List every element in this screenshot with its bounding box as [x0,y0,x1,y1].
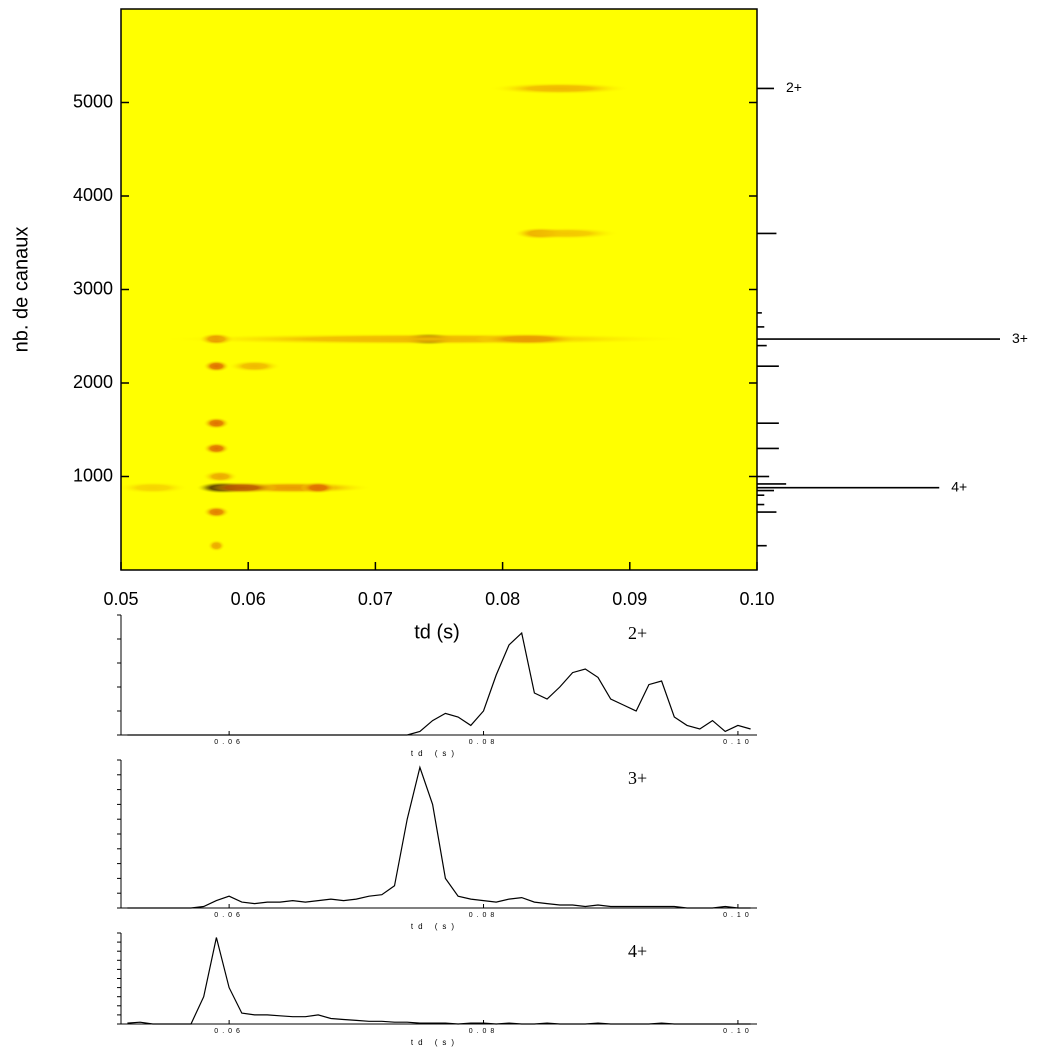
y-axis-label: nb. de canaux [10,227,32,353]
spot [300,481,336,494]
x-tick-label: 0.06 [214,1028,244,1035]
x-axis-label: td (s) [411,749,459,758]
annotation: 2+ [628,623,647,643]
y-tick-label: 1000 [73,465,113,485]
annotation: 4+ [628,941,647,961]
x-tick-label: 0.10 [723,912,753,919]
spot [206,481,278,494]
line [127,765,751,909]
spot [474,333,582,346]
x-tick-label: 0.08 [469,1028,499,1035]
spot [203,360,230,373]
x-axis-label: td (s) [414,621,460,643]
spot [202,470,239,483]
x-tick-label: 0.06 [214,739,244,746]
x-tick-label: 0.10 [723,1028,753,1035]
annotation: 3+ [628,768,647,788]
line [127,937,751,1025]
peak-label: 2+ [786,79,802,95]
line [127,631,751,736]
x-tick-label: 0.08 [469,739,499,746]
x-tick-label: 0.06 [214,912,244,919]
spot [488,82,632,95]
x-tick-label: 0.10 [723,739,753,746]
x-tick-label: 0.05 [103,589,138,609]
spot [121,481,189,494]
x-tick-label: 0.09 [612,589,647,609]
y-tick-label: 2000 [73,372,113,392]
x-tick-label: 0.08 [469,912,499,919]
x-tick-label: 0.07 [358,589,393,609]
spot [227,360,282,373]
peak-label: 3+ [1012,330,1028,346]
x-axis-label: td (s) [411,922,459,931]
spot [512,227,620,240]
y-tick-label: 4000 [73,185,113,205]
spot [203,442,230,455]
x-tick-label: 0.08 [485,589,520,609]
y-tick-label: 5000 [73,91,113,111]
y-tick-label: 3000 [73,278,113,298]
spot [203,417,230,430]
peak-label: 4+ [951,478,967,494]
x-axis-label: td (s) [411,1038,459,1047]
x-tick-label: 0.10 [739,589,774,609]
spot [203,506,230,519]
x-tick-label: 0.06 [231,589,266,609]
spots [121,82,694,552]
spot [207,539,226,552]
spot [159,333,694,346]
